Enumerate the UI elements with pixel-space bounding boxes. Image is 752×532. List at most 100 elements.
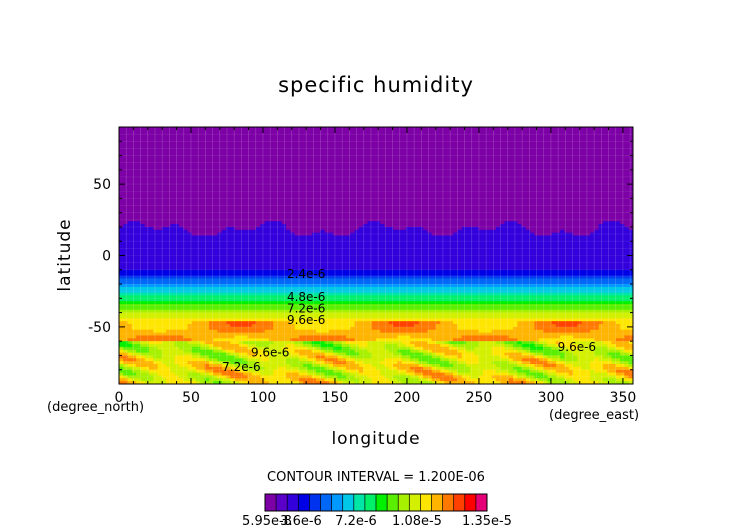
heatmap-cell xyxy=(307,324,313,328)
heatmap-cell xyxy=(187,304,193,308)
heatmap-cell xyxy=(290,226,296,231)
heatmap-cell xyxy=(260,275,266,279)
heatmap-cell xyxy=(260,338,266,342)
heatmap-cell xyxy=(204,155,210,160)
heatmap-cell xyxy=(294,212,300,217)
heatmap-cell xyxy=(260,309,266,314)
heatmap-cell xyxy=(178,146,184,151)
heatmap-cell xyxy=(251,149,257,154)
heatmap-cell xyxy=(187,158,193,162)
heatmap-cell xyxy=(260,266,266,271)
heatmap-cell xyxy=(208,252,214,257)
heatmap-cell xyxy=(213,266,219,271)
heatmap-cell xyxy=(178,344,184,348)
heatmap-cell xyxy=(230,189,236,194)
heatmap-cell xyxy=(131,149,137,154)
heatmap-cell xyxy=(178,326,184,331)
heatmap-cell xyxy=(119,172,124,177)
heatmap-cell xyxy=(226,306,231,311)
heatmap-cell xyxy=(196,252,201,257)
heatmap-cell xyxy=(230,358,236,362)
heatmap-cell xyxy=(148,232,154,237)
heatmap-cell xyxy=(161,326,167,331)
heatmap-cell xyxy=(273,252,279,257)
heatmap-cell xyxy=(191,321,197,325)
heatmap-cell xyxy=(298,361,304,365)
heatmap-cell xyxy=(131,326,137,331)
heatmap-cell xyxy=(221,195,227,199)
heatmap-cell xyxy=(140,266,146,271)
heatmap-cell xyxy=(303,315,309,319)
heatmap-cell xyxy=(131,132,137,137)
heatmap-cell xyxy=(260,192,266,197)
heatmap-cell xyxy=(260,132,266,137)
heatmap-cell xyxy=(183,378,189,382)
heatmap-cell xyxy=(213,309,219,314)
heatmap-cell xyxy=(170,209,176,214)
heatmap-cell xyxy=(123,266,129,271)
heatmap-cell xyxy=(251,184,257,188)
heatmap-cell xyxy=(264,295,270,299)
heatmap-cell xyxy=(200,189,206,194)
heatmap-cell xyxy=(161,341,167,345)
heatmap-cell xyxy=(221,244,227,248)
heatmap-cell xyxy=(204,252,210,257)
heatmap-cell xyxy=(178,155,184,160)
heatmap-cell xyxy=(204,341,210,345)
heatmap-cell xyxy=(238,272,244,277)
heatmap-cell xyxy=(119,175,124,179)
heatmap-cell xyxy=(303,232,309,237)
heatmap-cell xyxy=(260,152,266,157)
heatmap-cell xyxy=(281,261,287,265)
heatmap-cell xyxy=(166,149,171,154)
heatmap-cell xyxy=(303,127,309,131)
heatmap-cell xyxy=(230,215,236,219)
heatmap-cell xyxy=(170,212,176,217)
heatmap-cell xyxy=(174,315,180,319)
heatmap-cell xyxy=(208,332,214,337)
heatmap-cell xyxy=(187,201,193,205)
heatmap-cell xyxy=(298,215,304,219)
heatmap-cell xyxy=(187,329,193,334)
heatmap-cell xyxy=(127,369,133,374)
heatmap-cell xyxy=(264,326,270,331)
heatmap-cell xyxy=(277,344,283,348)
heatmap-cell xyxy=(243,301,249,305)
heatmap-cell xyxy=(119,266,124,271)
heatmap-cell xyxy=(119,224,124,228)
heatmap-cell xyxy=(226,164,231,168)
heatmap-cell xyxy=(127,255,133,259)
heatmap-cell xyxy=(294,264,300,268)
heatmap-cell xyxy=(234,138,240,142)
heatmap-cell xyxy=(281,304,287,308)
heatmap-cell xyxy=(144,158,150,162)
heatmap-cell xyxy=(238,364,244,368)
heatmap-cell xyxy=(247,204,253,208)
heatmap-cell xyxy=(200,329,206,334)
heatmap-cell xyxy=(187,372,193,377)
heatmap-cell xyxy=(191,175,197,179)
heatmap-cell xyxy=(217,172,223,177)
heatmap-cell xyxy=(131,301,137,305)
heatmap-cell xyxy=(217,212,223,217)
heatmap-cell xyxy=(290,144,296,148)
heatmap-cell xyxy=(148,332,154,337)
heatmap-cell xyxy=(243,155,249,160)
heatmap-cell xyxy=(131,158,137,162)
heatmap-cell xyxy=(183,189,189,194)
heatmap-cell xyxy=(213,169,219,174)
heatmap-cell xyxy=(191,161,197,165)
heatmap-cell xyxy=(256,195,261,199)
heatmap-cell xyxy=(153,318,159,322)
heatmap-cell xyxy=(174,127,180,131)
heatmap-cell xyxy=(123,358,129,362)
heatmap-cell xyxy=(170,232,176,237)
heatmap-cell xyxy=(157,301,163,305)
heatmap-cell xyxy=(191,369,197,374)
heatmap-cell xyxy=(303,364,309,368)
heatmap-cell xyxy=(256,278,261,282)
heatmap-cell xyxy=(303,298,309,302)
heatmap-cell xyxy=(226,301,231,305)
heatmap-cell xyxy=(161,181,167,185)
heatmap-cell xyxy=(243,269,249,274)
